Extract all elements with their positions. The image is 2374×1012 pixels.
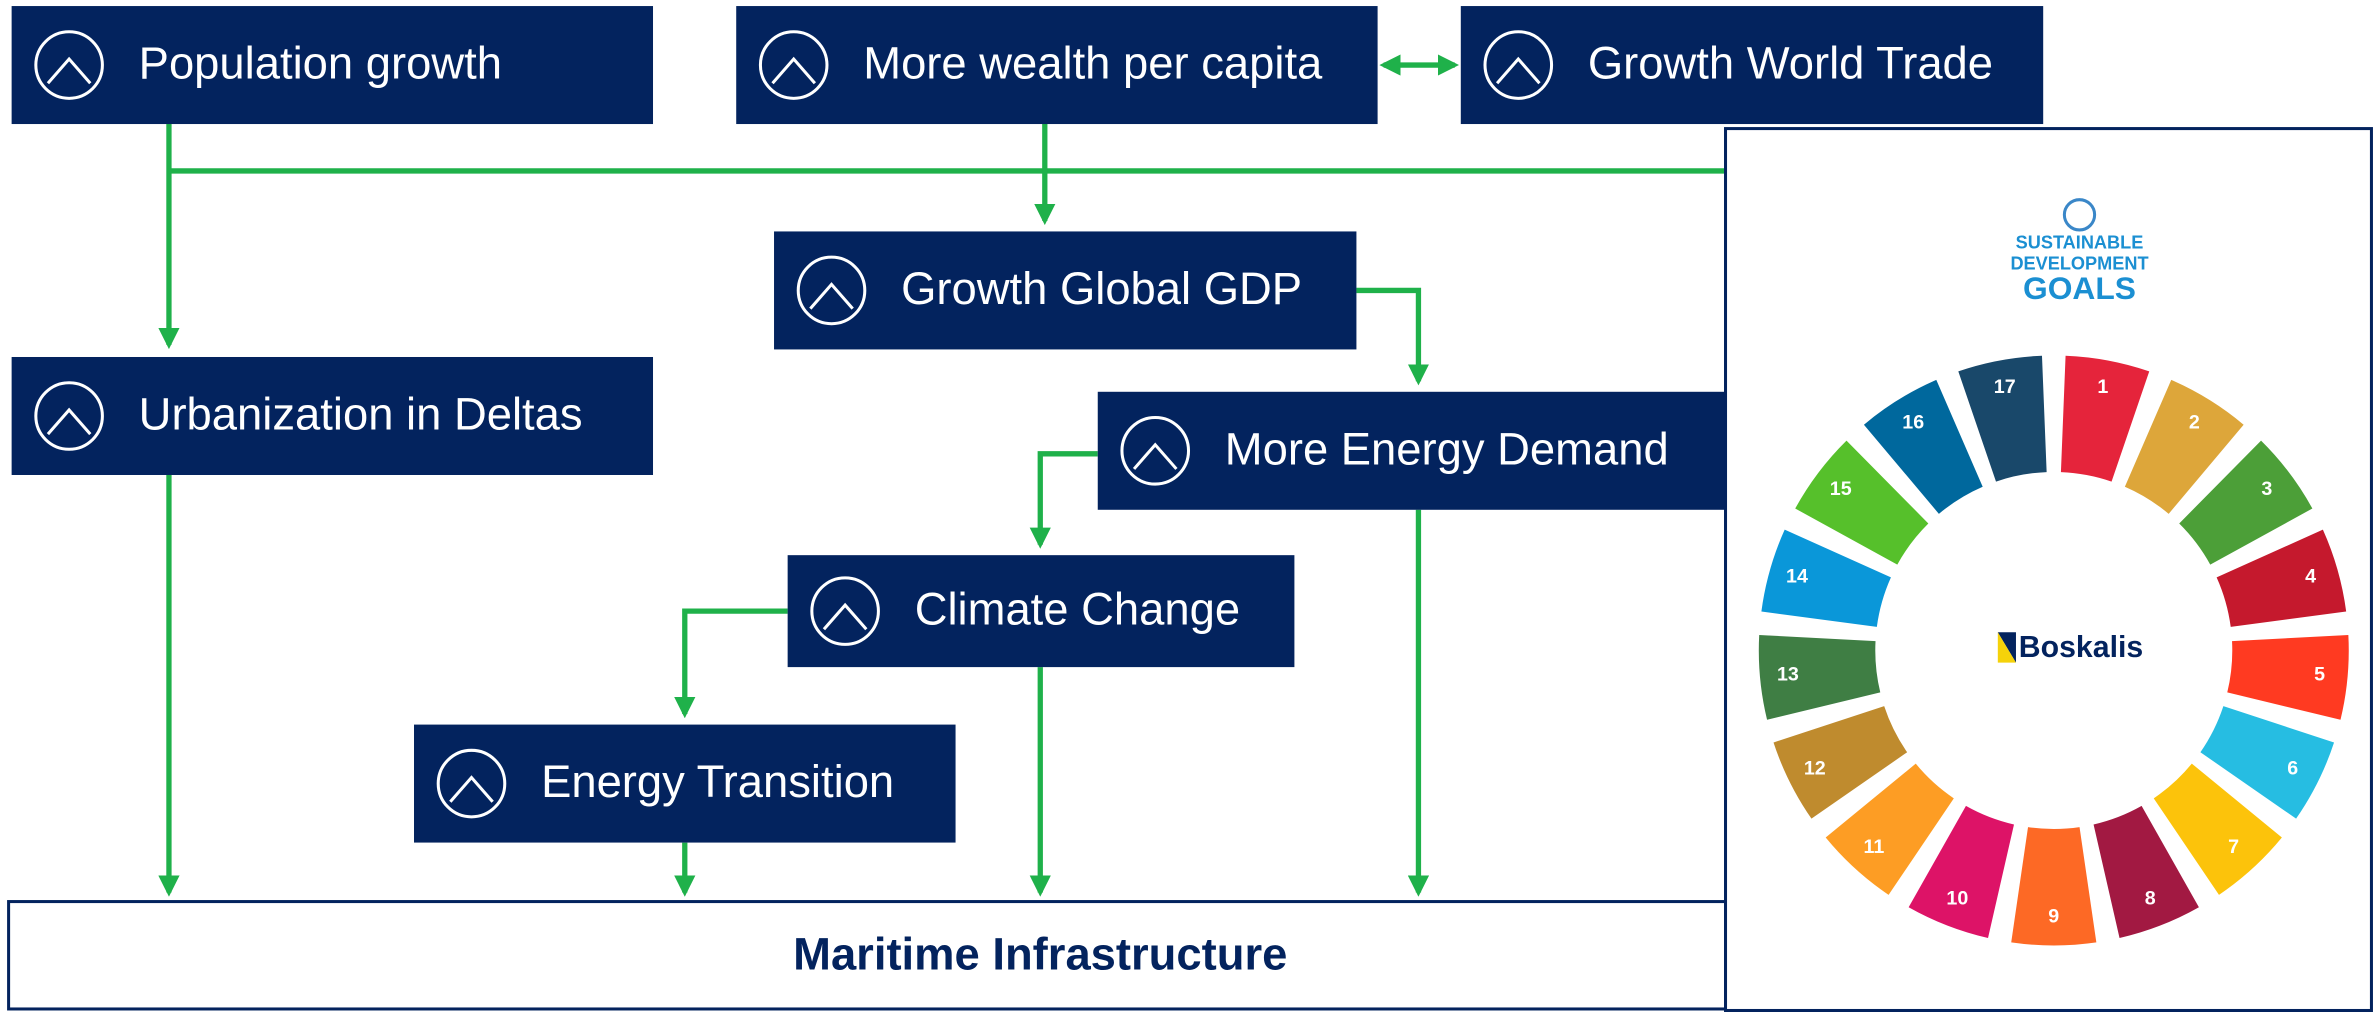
- node-label: More Energy Demand: [1225, 423, 1669, 474]
- sdg-number: 8: [2145, 888, 2156, 910]
- sdg-number: 12: [1804, 758, 1826, 780]
- node-label: Growth World Trade: [1588, 38, 1993, 89]
- sdg-number: 9: [2048, 906, 2059, 928]
- sdg-number: 15: [1830, 478, 1852, 500]
- connector: [169, 129, 1877, 171]
- sdg-number: 3: [2261, 478, 2272, 500]
- logo-text: Boskalis: [2019, 631, 2143, 664]
- sdg-number: 5: [2314, 663, 2325, 685]
- node-label: Growth Global GDP: [901, 263, 1302, 314]
- arrow: [1040, 454, 1097, 545]
- sdg-number: 16: [1902, 412, 1924, 434]
- sdg-number: 1: [2097, 376, 2108, 398]
- sdg-number: 17: [1994, 376, 2016, 398]
- target-label: Maritime Infrastructure: [793, 929, 1287, 980]
- node-label: Population growth: [139, 38, 502, 89]
- node-label: More wealth per capita: [863, 38, 1323, 89]
- sdg-number: 6: [2287, 758, 2298, 780]
- sdg-number: 2: [2189, 412, 2200, 434]
- arrow: [1356, 290, 1418, 381]
- sdg-number: 7: [2228, 836, 2239, 858]
- node-label: Climate Change: [915, 584, 1240, 635]
- sdg-number: 13: [1777, 663, 1799, 685]
- node-label: Urbanization in Deltas: [139, 388, 583, 439]
- sdg-number: 4: [2305, 566, 2316, 588]
- page: {"nodes": [ {"label": "Population growth…: [0, 0, 2374, 1012]
- sdg-number: 10: [1946, 888, 1968, 910]
- node-label: Energy Transition: [541, 756, 894, 807]
- sdg-title: GOALS: [2023, 270, 2136, 306]
- sdg-number: 14: [1786, 566, 1808, 588]
- arrow: [685, 611, 788, 714]
- sdg-title: SUSTAINABLE: [2016, 232, 2144, 252]
- sdg-number: 11: [1864, 836, 1885, 858]
- diagram: Population growth More wealth per capita G…: [0, 0, 2374, 1012]
- sdg-panel: SUSTAINABLE DEVELOPMENT GOALS 1234567891…: [1726, 129, 2372, 1011]
